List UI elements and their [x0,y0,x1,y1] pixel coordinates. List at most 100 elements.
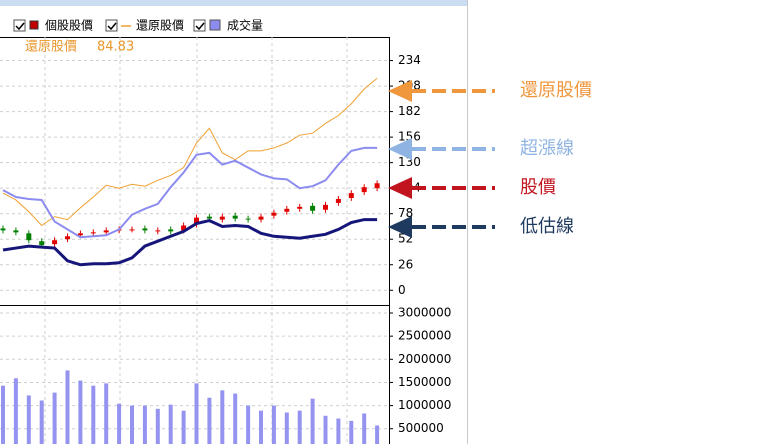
volume-bar [78,380,83,444]
y-tick-label: 0 [398,283,406,297]
grid [0,37,389,444]
y-tick-label: 500000 [398,421,444,435]
volume-bar [168,404,173,444]
y-tick-label: 1500000 [398,375,451,389]
annotation-arrowhead [388,216,412,238]
candle-body [65,236,70,240]
volume-bar [142,405,147,444]
legend-label: 個股股價 [45,19,93,33]
annotation-arrowhead [388,80,412,102]
check [15,22,25,31]
volume-bar [117,403,122,444]
candle-body [13,230,19,233]
volume-bar [155,408,160,444]
volume-bar [336,418,341,444]
annotation-label: 超漲線 [520,138,574,159]
volume-bar [65,370,70,444]
volume-bar [52,392,57,444]
annotation-arrowhead [388,177,412,199]
axes: 0265278104130156182208234500000100000015… [389,53,451,435]
volume-bar [181,410,186,444]
checkbox[interactable] [193,19,206,32]
candle-body [52,240,58,245]
top-bar [0,0,467,6]
price-plot [0,77,380,267]
y-tick-label: 1000000 [398,398,451,412]
candle-body [90,232,96,234]
volume-bar [220,390,225,444]
candle-body [245,218,251,220]
volume-bar [194,383,199,444]
volume-bar [207,397,212,444]
candle-body [206,216,212,219]
y-tick-label: 182 [398,104,421,118]
volume-bar [13,378,18,444]
y-tick-label: 26 [398,257,413,271]
line [2,218,378,267]
annotation-label: 還原股價 [520,80,592,101]
legend-swatch [209,19,221,31]
candle-body [258,216,264,220]
candle-body [168,229,174,232]
y-tick-label: 78 [398,206,413,220]
volume-bar [362,413,367,444]
volume-bar [104,383,109,444]
candle-body [323,204,328,210]
candle-body [0,228,6,231]
volume-bar [130,405,134,444]
candle-body [219,216,225,220]
volume-bar [26,395,31,444]
candle-body [142,228,148,231]
check [195,22,205,31]
candle-body [335,198,341,203]
check [107,22,117,31]
candle-body [297,206,303,209]
y-tick-label: 156 [398,130,421,144]
annotation-label: 低估線 [520,216,574,237]
legend: 個股股價 還原股價 成交量 [13,18,263,33]
volume-bar [271,405,276,444]
candle-body [284,208,290,212]
y-tick-label: 3000000 [398,306,451,320]
candle-body [155,230,161,232]
legend-label: 成交量 [227,18,263,33]
volume-bar [349,420,354,444]
legend-swatch [29,20,39,30]
volume-bar [323,415,328,444]
candle-body [39,241,45,246]
y-tick-label: 130 [398,155,421,169]
candle-body [103,230,109,233]
checkbox[interactable] [13,19,26,32]
annotation-arrowhead [388,138,412,160]
candle-body [26,233,32,241]
checkbox[interactable] [105,19,118,32]
readout-value: 84.83 [97,40,134,55]
volume-bar [39,400,44,444]
candle-body [181,225,187,231]
volume-bar [246,405,251,444]
candle-body [194,217,199,225]
y-tick-label: 2500000 [398,329,451,343]
volume-bar [297,410,302,444]
candle-body [271,212,277,216]
candle-body [361,187,367,193]
volume-plot [1,370,380,444]
line [2,77,378,227]
candle-body [310,205,316,211]
candle-body [77,233,83,236]
candle-body [374,183,380,189]
volume-bar [310,398,315,444]
readout-name: 還原股價 [25,40,77,55]
y-tick-label: 2000000 [398,352,451,366]
volume-bar [375,425,380,444]
candle-body [348,193,354,198]
candle-body [129,229,135,231]
volume-bar [284,412,289,444]
legend-label: 還原股價 [136,19,184,33]
line [2,146,378,239]
volume-bar [233,393,238,444]
annotation-label: 股價 [520,177,556,198]
volume-bar [91,385,96,444]
candle-body [232,215,238,219]
